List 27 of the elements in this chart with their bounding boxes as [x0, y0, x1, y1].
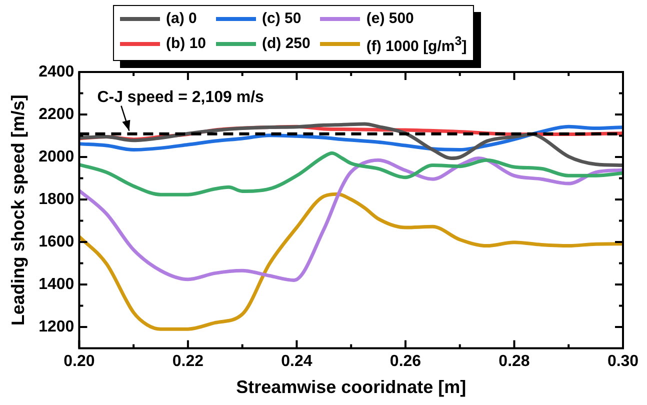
y-tick-label: 1800	[38, 190, 74, 208]
y-tick-label: 1200	[38, 318, 74, 336]
line-series	[79, 122, 623, 168]
y-tick-label: 1400	[38, 276, 74, 293]
line-series	[79, 151, 623, 196]
legend-label: (c) 50	[262, 9, 302, 29]
legend-label: (a) 0	[166, 9, 197, 29]
legend-label: (d) 250	[262, 34, 310, 54]
ref-line-label: C-J speed = 2,109 m/s	[97, 89, 264, 106]
x-tick-label: 0.28	[498, 353, 530, 370]
y-tick-label: 2000	[38, 148, 74, 166]
x-tick-label: 0.22	[172, 353, 204, 370]
x-tick-label: 0.26	[390, 353, 422, 370]
line-series	[79, 124, 623, 152]
y-tick-label: 2400	[38, 63, 74, 80]
y-axis-title: Leading shock speed [m/s]	[8, 94, 28, 326]
legend-label: (b) 10	[166, 34, 206, 54]
x-tick-label: 0.30	[607, 353, 639, 370]
line-series	[79, 192, 623, 331]
y-tick-label: 2200	[38, 106, 74, 123]
x-tick-label: 0.24	[281, 353, 312, 370]
x-tick-label: 0.20	[64, 353, 95, 370]
x-axis-title: Streamwise cooridnate [m]	[236, 377, 466, 398]
line-series	[79, 156, 623, 282]
legend-label: (f) 1000 [g/m$^{3}$]	[366, 33, 467, 57]
y-tick-label: 1600	[38, 233, 74, 250]
legend-label: (e) 500	[366, 9, 414, 29]
